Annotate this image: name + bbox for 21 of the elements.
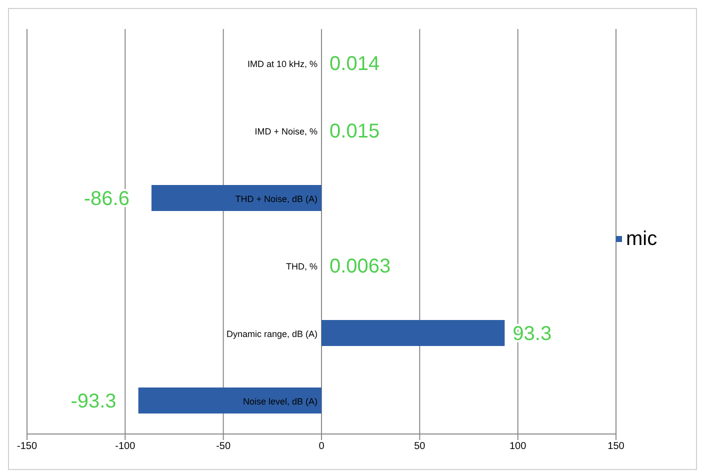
x-tick-label: -50 xyxy=(216,441,231,452)
x-tick-label: -100 xyxy=(115,441,136,452)
data-label: -93.3 xyxy=(70,390,116,412)
x-tick-label: -150 xyxy=(16,441,38,452)
y-tick-label: IMD at 10 kHz, % xyxy=(247,58,318,69)
bar xyxy=(138,388,322,414)
y-tick-label: THD + Noise, dB (A) xyxy=(235,194,318,204)
y-tick-label: THD, % xyxy=(286,261,318,272)
bar xyxy=(151,185,322,211)
x-tick-label: 150 xyxy=(608,441,625,452)
x-tick-label: 0 xyxy=(318,441,325,452)
legend-label: mic xyxy=(626,228,658,250)
y-tick-label: IMD + Noise, % xyxy=(254,126,318,136)
y-tick-label: Noise level, dB (A) xyxy=(242,396,318,406)
data-label: 0.0063 xyxy=(330,256,391,278)
data-label: 0.014 xyxy=(330,53,380,75)
data-label: 0.015 xyxy=(330,120,380,142)
x-tick-label: 50 xyxy=(414,441,426,452)
x-tick-label: 100 xyxy=(509,441,527,452)
y-tick-label: Dynamic range, dB (A) xyxy=(226,328,318,339)
bar xyxy=(322,320,505,346)
